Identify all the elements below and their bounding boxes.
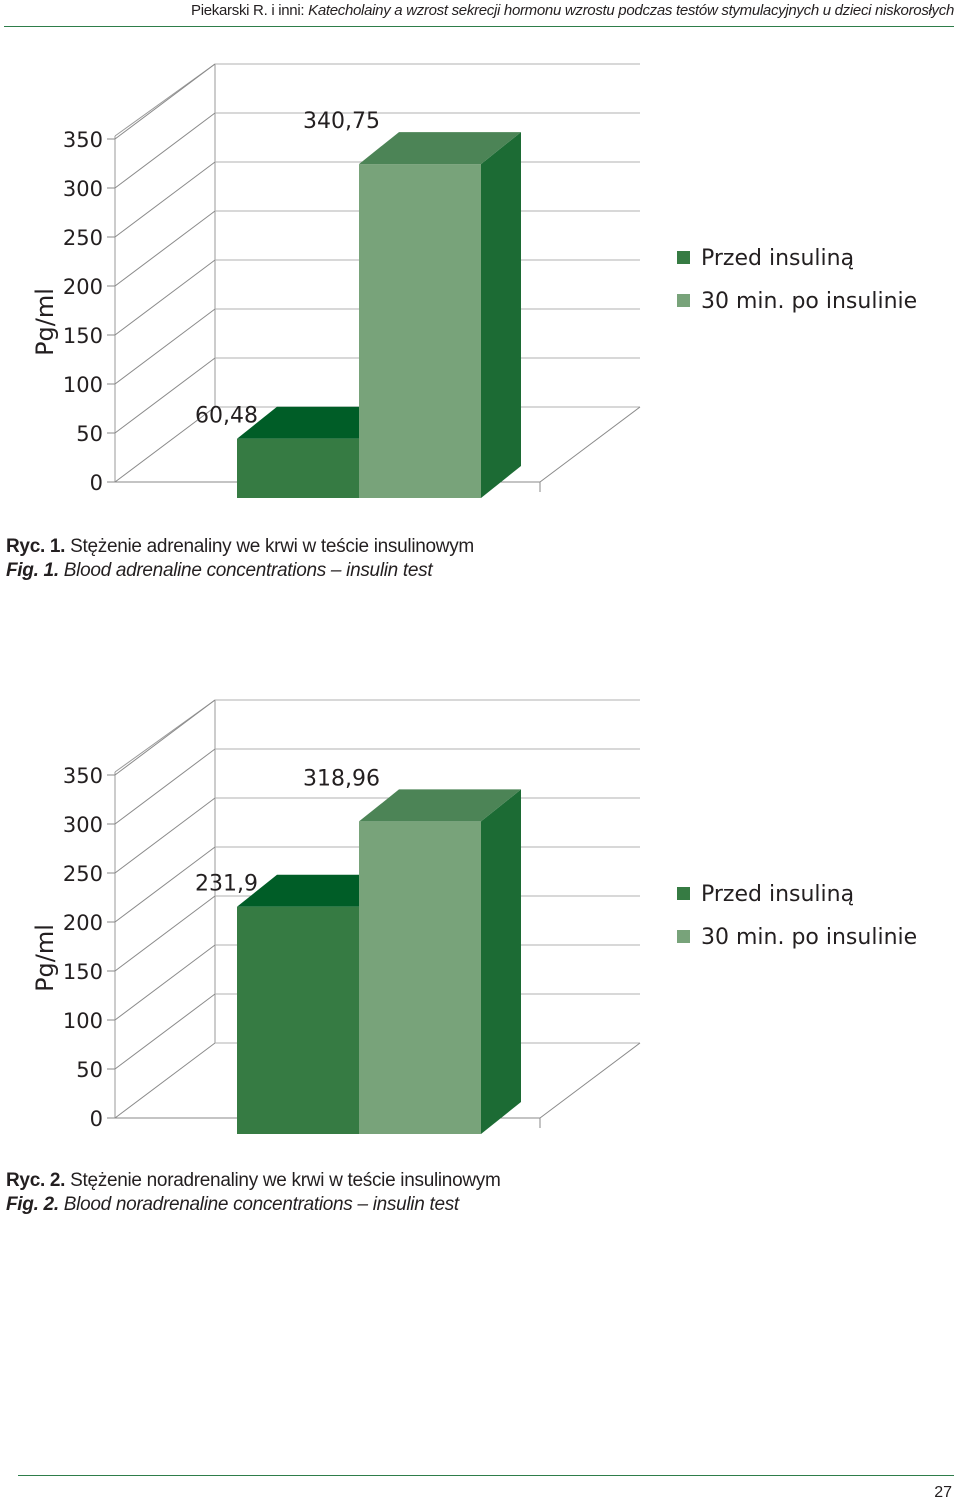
gridline-diagonal	[114, 797, 216, 874]
y-tick-label: 50	[76, 1058, 103, 1082]
y-axis-label: Pg/ml	[31, 288, 59, 356]
y-tick-label: 200	[63, 911, 103, 935]
gridline-diagonal	[114, 748, 216, 825]
bar-top-2	[359, 789, 521, 822]
bar-top-1	[237, 406, 399, 439]
data-label: 340,75	[303, 109, 380, 134]
caption-fig2-en: Fig. 2. Blood noradrenaline concentratio…	[6, 1192, 459, 1217]
bar-front-1	[237, 438, 359, 498]
gridline-diagonal	[114, 112, 216, 189]
y-tick-label: 350	[63, 128, 103, 152]
caption-fig1-en-text: Blood adrenaline concentrations – insuli…	[58, 560, 433, 581]
header-title: Katecholainy a wzrost sekrecji hormonu w…	[308, 2, 954, 19]
gridline-diagonal	[114, 846, 216, 923]
floor-right-edge	[539, 1042, 641, 1119]
page-number: 27	[934, 1484, 952, 1501]
y-tick-label: 150	[63, 960, 103, 984]
bar-front-1	[237, 906, 359, 1134]
caption-fig2-en-text: Blood noradrenaline concentrations – ins…	[58, 1194, 459, 1215]
y-tick-label: 250	[63, 226, 103, 250]
data-label: 318,96	[303, 766, 380, 791]
y-tick-label: 300	[63, 813, 103, 837]
bar-front-2	[359, 164, 481, 498]
noradrenaline-chart: 050100150200250300350Pg/ml231,9318,96Nor…	[31, 699, 917, 1134]
gridline-diagonal	[114, 993, 216, 1070]
floor-right-edge	[539, 406, 641, 483]
legend-label: Przed insuliną	[701, 246, 854, 271]
legend-label: 30 min. po insulinie	[701, 925, 917, 950]
gridline-diagonal	[114, 161, 216, 238]
gridline-diagonal	[114, 406, 216, 483]
caption-fig1-pl-text: Stężenie adrenaliny we krwi w teście ins…	[65, 536, 474, 557]
gridline-diagonal	[114, 210, 216, 287]
gridline-diagonal	[114, 944, 216, 1021]
bar-side-2	[481, 132, 521, 498]
caption-fig1-pl-label: Ryc. 1.	[6, 536, 66, 557]
y-tick-label: 0	[90, 1107, 103, 1131]
header-authors: Piekarski R. i inni:	[191, 2, 309, 19]
y-tick-label: 50	[76, 422, 103, 446]
gridline-diagonal	[114, 259, 216, 336]
y-tick-label: 200	[63, 275, 103, 299]
footer-rule	[18, 1475, 954, 1476]
y-tick-label: 350	[63, 764, 103, 788]
caption-fig2-pl-text: Stężenie noradrenaliny we krwi w teście …	[65, 1170, 501, 1191]
y-tick-label: 150	[63, 324, 103, 348]
bar-side-2	[481, 789, 521, 1134]
adrenaline-chart: 050100150200250300350Pg/ml60,48340,75Adr…	[31, 63, 917, 498]
gridline-diagonal	[114, 308, 216, 385]
y-tick-label: 100	[63, 373, 103, 397]
gridline-diagonal	[114, 357, 216, 434]
data-label: 231,9	[195, 872, 258, 897]
legend-label: Przed insuliną	[701, 882, 854, 907]
legend-swatch	[677, 887, 690, 900]
bar-top-1	[237, 874, 399, 907]
bar-front-2	[359, 821, 481, 1134]
legend-swatch	[677, 294, 690, 307]
caption-fig2-en-label: Fig. 2.	[6, 1194, 59, 1215]
y-tick-label: 0	[90, 471, 103, 495]
data-label: 60,48	[195, 404, 258, 429]
gridline-diagonal	[114, 699, 216, 776]
y-tick-label: 300	[63, 177, 103, 201]
gridline-diagonal	[114, 1042, 216, 1119]
running-header: Piekarski R. i inni: Katecholainy a wzro…	[4, 0, 954, 27]
gridline-diagonal	[114, 895, 216, 972]
caption-fig2-pl-label: Ryc. 2.	[6, 1170, 66, 1191]
caption-fig2-pl: Ryc. 2. Stężenie noradrenaliny we krwi w…	[6, 1168, 501, 1193]
caption-fig1-pl: Ryc. 1. Stężenie adrenaliny we krwi w te…	[6, 534, 474, 559]
legend-label: 30 min. po insulinie	[701, 289, 917, 314]
y-tick-label: 250	[63, 862, 103, 886]
legend-swatch	[677, 930, 690, 943]
legend-swatch	[677, 251, 690, 264]
y-tick-label: 100	[63, 1009, 103, 1033]
bar-top-2	[359, 132, 521, 165]
caption-fig1-en: Fig. 1. Blood adrenaline concentrations …	[6, 558, 433, 583]
y-axis-label: Pg/ml	[31, 924, 59, 992]
caption-fig1-en-label: Fig. 1.	[6, 560, 59, 581]
gridline-diagonal	[114, 63, 216, 140]
